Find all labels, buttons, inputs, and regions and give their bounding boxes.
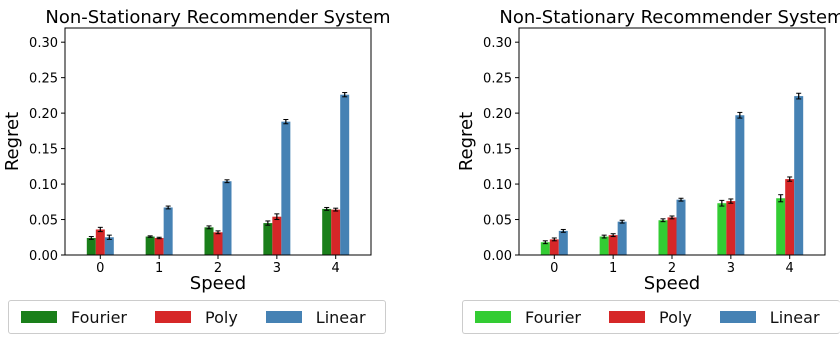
bar-linear — [676, 199, 686, 255]
x-tick-label: 0 — [96, 261, 104, 276]
bar-fourier — [599, 236, 609, 255]
y-tick-label: 0.25 — [483, 72, 512, 87]
bar-fourier — [86, 237, 96, 255]
chart-title: Non-Stationary Recommender System — [45, 7, 390, 28]
y-tick-label: 0.05 — [483, 214, 512, 229]
bar-linear — [281, 121, 291, 255]
y-tick-label: 0.25 — [29, 72, 58, 87]
x-tick-label: 0 — [550, 261, 558, 276]
bar-fourier — [322, 208, 332, 255]
legend-item-linear: Linear — [265, 307, 366, 327]
y-tick-label: 0.00 — [29, 249, 58, 264]
legend-swatch-fourier — [475, 311, 511, 323]
legend-label-poly: Poly — [659, 307, 692, 327]
bar-linear — [617, 221, 627, 255]
bar-poly — [726, 201, 736, 255]
bar-fourier — [776, 198, 786, 255]
legend-swatch-fourier — [21, 311, 57, 323]
legend-swatch-poly — [609, 311, 646, 323]
bar-poly — [549, 239, 559, 255]
y-tick-label: 0.00 — [483, 249, 512, 264]
legend-label-linear: Linear — [769, 307, 820, 327]
legend-item-fourier: Fourier — [21, 308, 127, 327]
bar-poly — [331, 209, 341, 255]
legend-item-fourier: Fourier — [475, 308, 581, 327]
x-axis-label: Speed — [190, 273, 246, 294]
x-tick-label: 2 — [668, 261, 676, 276]
x-tick-label: 4 — [332, 261, 340, 276]
bar-linear — [163, 207, 173, 255]
bar-linear — [340, 94, 350, 256]
legend-item-linear: Linear — [719, 307, 820, 327]
y-tick-label: 0.05 — [29, 214, 58, 229]
legend-swatch-linear — [719, 311, 756, 323]
bar-poly — [608, 235, 618, 255]
x-tick-label: 1 — [155, 261, 163, 276]
x-tick-label: 3 — [273, 261, 281, 276]
bar-poly — [785, 179, 795, 255]
chart-title: Non-Stationary Recommender System — [499, 7, 840, 28]
bar-poly — [667, 217, 677, 255]
y-tick-label: 0.20 — [29, 107, 58, 122]
y-tick-label: 0.15 — [29, 143, 58, 158]
y-tick-label: 0.30 — [29, 36, 58, 51]
y-tick-label: 0.20 — [483, 107, 512, 122]
legend-right: Fourier Poly Linear — [462, 300, 840, 334]
bar-linear — [104, 237, 114, 255]
bar-poly — [272, 216, 282, 255]
x-tick-label: 4 — [786, 261, 794, 276]
legend-item-poly: Poly — [155, 308, 238, 327]
y-tick-label: 0.10 — [29, 178, 58, 193]
bar-poly — [154, 237, 164, 255]
x-tick-label: 1 — [609, 261, 617, 276]
legend-label-linear: Linear — [315, 307, 366, 327]
bar-fourier — [145, 236, 155, 255]
bar-fourier — [263, 223, 273, 255]
bar-linear — [222, 181, 232, 255]
y-axis-label: Regret — [456, 112, 477, 171]
plot-frame — [518, 27, 826, 256]
bar-linear — [735, 115, 745, 255]
bar-linear — [794, 96, 804, 255]
legend-label-fourier: Fourier — [525, 307, 582, 327]
bar-poly — [213, 232, 223, 255]
bar-linear — [558, 230, 568, 255]
x-tick-label: 3 — [727, 261, 735, 276]
bar-fourier — [540, 242, 550, 255]
y-tick-label: 0.10 — [483, 178, 512, 193]
y-axis-label: Regret — [2, 112, 23, 171]
legend-label-poly: Poly — [205, 307, 238, 327]
legend-left: Fourier Poly Linear — [8, 300, 386, 334]
y-tick-label: 0.30 — [483, 36, 512, 51]
bar-fourier — [658, 220, 668, 255]
legend-item-poly: Poly — [609, 308, 692, 327]
y-tick-label: 0.15 — [483, 143, 512, 158]
x-axis-label: Speed — [644, 273, 700, 294]
bar-fourier — [717, 203, 727, 255]
bar-poly — [95, 229, 105, 255]
bar-fourier — [204, 227, 214, 255]
legend-swatch-linear — [265, 311, 302, 323]
x-tick-label: 2 — [214, 261, 222, 276]
legend-swatch-poly — [155, 311, 192, 323]
legend-label-fourier: Fourier — [71, 307, 128, 327]
plot-frame — [64, 27, 372, 256]
